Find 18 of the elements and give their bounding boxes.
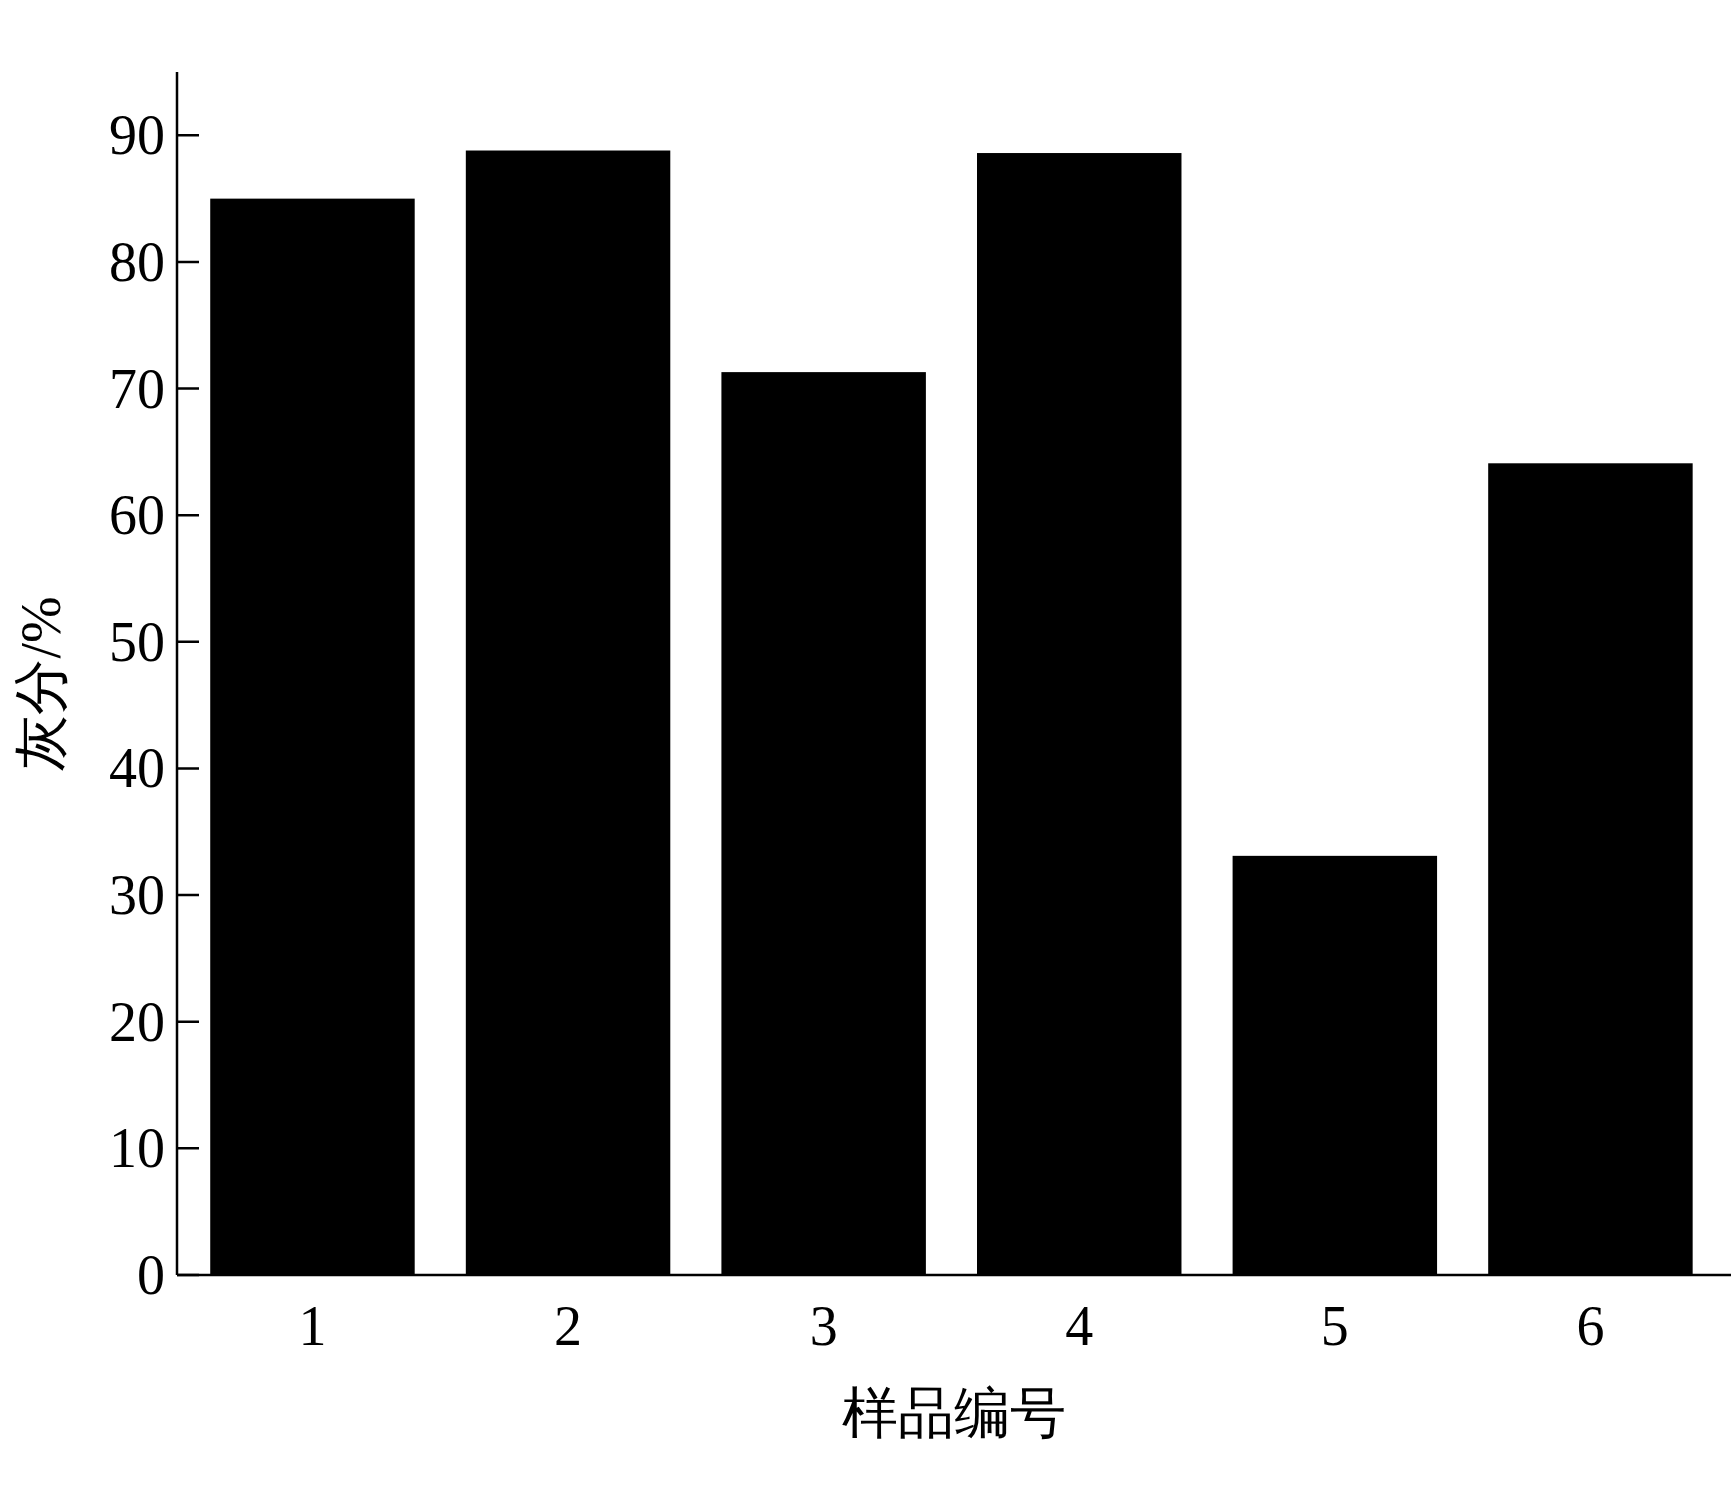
y-tick-label: 30 [109, 864, 165, 927]
x-tick-label: 1 [298, 1295, 327, 1357]
y-tick-label: 0 [137, 1244, 165, 1306]
y-tick-label: 90 [109, 104, 165, 167]
x-tick-label: 2 [554, 1295, 583, 1357]
y-tick-label: 80 [109, 230, 165, 293]
x-tick-label: 5 [1320, 1295, 1349, 1357]
y-tick-label: 40 [109, 737, 165, 800]
y-tick-label: 60 [109, 484, 165, 547]
x-tick-label: 6 [1576, 1295, 1605, 1357]
y-tick-label: 20 [109, 990, 165, 1053]
y-tick-label: 10 [109, 1117, 165, 1180]
x-tick-label: 4 [1065, 1295, 1094, 1357]
y-tick-label: 50 [109, 610, 165, 673]
x-axis-title: 样品编号 [842, 1382, 1066, 1444]
y-tick-label: 70 [109, 357, 165, 420]
x-tick-label: 3 [809, 1295, 838, 1357]
y-axis-title: 灰分/% [10, 596, 72, 771]
